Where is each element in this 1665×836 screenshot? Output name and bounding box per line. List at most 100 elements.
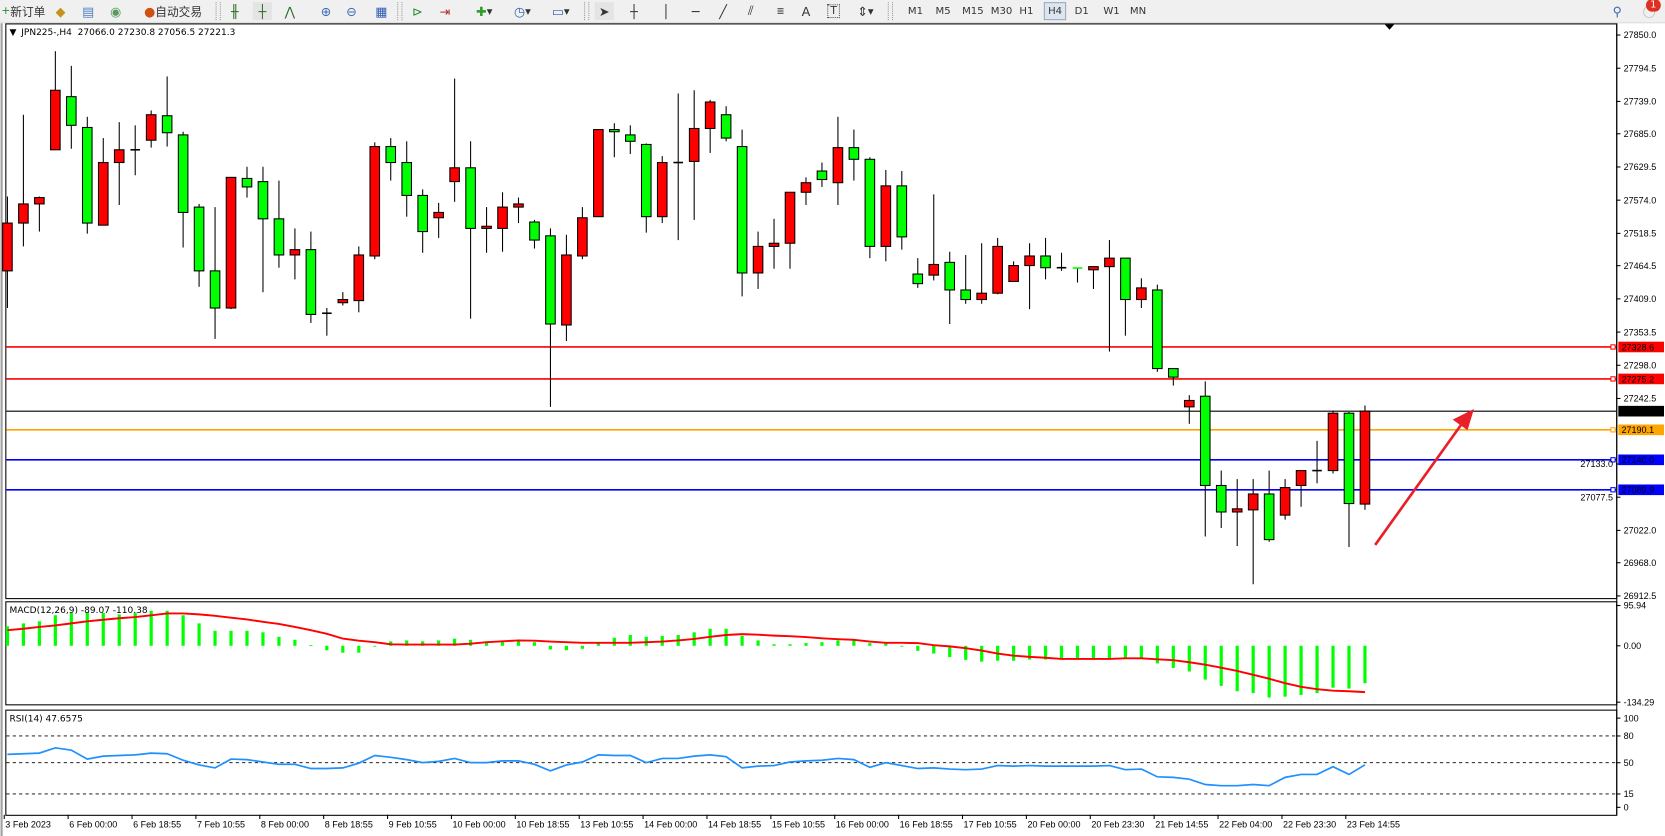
horizontal-line-tool[interactable]: ─ xyxy=(686,2,705,20)
auto-trading-button[interactable]: ● 自动交易 xyxy=(134,2,213,20)
notifications-button[interactable]: ◯ 1 xyxy=(1635,0,1663,20)
time-tick-label: 13 Feb 10:55 xyxy=(580,820,633,830)
search-button[interactable]: ⚲ xyxy=(1608,2,1627,20)
auto-scroll-button[interactable]: ⊳ xyxy=(408,2,427,20)
candle-bearish-body xyxy=(465,167,476,229)
vertical-line-tool[interactable]: │ xyxy=(656,2,675,20)
candle-bearish-body xyxy=(624,134,636,142)
arrow-head-icon xyxy=(1452,408,1474,431)
chart-shift-marker-icon[interactable] xyxy=(1384,24,1395,30)
price-level-handle xyxy=(1610,344,1616,350)
red-arrow-annotation[interactable] xyxy=(1374,408,1474,546)
candle xyxy=(257,166,269,293)
template-icon: ▭ xyxy=(551,3,564,19)
candle xyxy=(289,228,301,280)
candle-bearish-body xyxy=(1040,255,1051,269)
candle-bearish-body xyxy=(736,146,748,274)
macd-histogram-bar xyxy=(1091,645,1096,659)
rsi-label: RSI(14) 47.6575 xyxy=(10,714,83,724)
macd-histogram-bar xyxy=(1187,645,1191,672)
timeframe-d1[interactable]: D1 xyxy=(1074,5,1089,17)
price-tick-label: 27739.0 xyxy=(1624,97,1657,107)
text-label-tool[interactable]: T xyxy=(824,2,843,20)
candle-bullish-body xyxy=(353,254,365,302)
candle xyxy=(113,122,125,206)
equidistant-channel-tool[interactable]: ⫽ xyxy=(741,2,760,20)
macd-tick-label: 95.94 xyxy=(1624,601,1647,611)
candle-bearish-body xyxy=(1215,484,1227,513)
candle-bullish-body xyxy=(832,147,844,184)
text-tool[interactable]: A xyxy=(796,2,815,20)
timeframe-h1[interactable]: H1 xyxy=(1019,5,1034,17)
trendline-tool[interactable]: ╱ xyxy=(714,2,733,20)
crosshair-tool[interactable]: ┼ xyxy=(624,2,643,20)
candle-bullish-body xyxy=(481,225,492,229)
chart-shift-button[interactable]: ⇥ xyxy=(435,2,454,20)
zoom-out-button[interactable]: ⊖ xyxy=(342,2,361,20)
zoom-in-button[interactable]: ⊕ xyxy=(316,2,335,20)
candle xyxy=(322,308,332,336)
candle-bearish-body xyxy=(529,221,540,241)
price-tick-label: 27353.5 xyxy=(1624,327,1657,337)
candle xyxy=(704,99,716,153)
timeframe-m15[interactable]: M15 xyxy=(962,5,984,17)
macd-histogram-bar xyxy=(149,610,153,646)
tile-windows-button[interactable]: ▦ xyxy=(372,2,391,20)
candle xyxy=(1263,470,1275,542)
candle xyxy=(241,166,253,198)
candle-bullish-body xyxy=(992,245,1003,294)
candle xyxy=(561,234,572,341)
macd-histogram-bar xyxy=(884,643,888,646)
candle xyxy=(944,251,956,325)
candle-bullish-body xyxy=(1359,410,1371,505)
time-tick-label: 16 Feb 18:55 xyxy=(900,820,953,830)
candle xyxy=(97,138,109,226)
time-tick-label: 9 Feb 10:55 xyxy=(389,820,437,830)
macd-histogram-bar xyxy=(788,644,792,646)
market-watch-button[interactable]: ◆ xyxy=(51,2,70,20)
arrows-dropdown[interactable]: ⇕ ▼ xyxy=(850,2,882,20)
candle xyxy=(593,129,604,218)
search-icon: ⚲ xyxy=(1612,3,1622,19)
candle xyxy=(673,93,683,241)
candles xyxy=(2,51,1371,585)
rsi-line xyxy=(7,746,1366,787)
candle-bearish-body xyxy=(385,146,397,164)
indicators-dropdown[interactable]: ✚ ▼ xyxy=(469,2,499,20)
market-watch-icon: ◆ xyxy=(55,3,66,19)
price-level-label-box xyxy=(1618,405,1664,417)
timeframe-mn[interactable]: MN xyxy=(1129,5,1147,17)
price-level-label-box xyxy=(1618,484,1664,496)
time-tick-label: 8 Feb 18:55 xyxy=(325,820,373,830)
line-chart-icon: ⋀ xyxy=(284,3,296,19)
signals-button[interactable]: ◉ xyxy=(106,2,125,20)
cursor-tool[interactable]: ➤ xyxy=(594,2,614,21)
timeframe-m1[interactable]: M1 xyxy=(907,5,924,17)
timeframe-m30[interactable]: M30 xyxy=(990,5,1013,17)
timeframe-w1[interactable]: W1 xyxy=(1103,5,1120,17)
periods-dropdown[interactable]: ◷ ▼ xyxy=(508,2,538,20)
new-order-button[interactable]: + 新订单 xyxy=(0,2,47,20)
candle xyxy=(1199,381,1211,537)
candle xyxy=(481,207,492,253)
candle-bearish-body xyxy=(209,270,221,309)
bar-chart-button[interactable]: ╫ xyxy=(225,2,244,20)
time-tick-label: 6 Feb 18:55 xyxy=(133,820,181,830)
candle xyxy=(1279,479,1291,520)
candlestick-chart-button[interactable]: ┼ xyxy=(252,2,272,21)
symbol-dropdown-icon[interactable]: ▼ xyxy=(10,28,17,38)
macd-histogram-bar xyxy=(133,612,137,646)
time-tick-label: 6 Feb 00:00 xyxy=(69,820,117,830)
templates-dropdown[interactable]: ▭ ▼ xyxy=(545,2,577,20)
macd-histogram-bar xyxy=(309,645,313,647)
timeframe-m5[interactable]: M5 xyxy=(935,5,951,17)
candle xyxy=(976,243,987,304)
timeframe-h4[interactable]: H4 xyxy=(1043,2,1067,21)
toolbar: + 新订单 ◆ ▤ ◉ ● 自动交易 ╫ ┼ ⋀ ⊕ ⊖ ▦ ⊳ ⇥ ✚ ▼ ◷ ▼… xyxy=(0,0,1665,24)
navigator-button[interactable]: ▤ xyxy=(79,2,98,20)
crosshair-icon: ┼ xyxy=(630,3,638,19)
candle-bullish-body xyxy=(50,89,61,151)
line-chart-button[interactable]: ⋀ xyxy=(280,2,299,20)
fibonacci-tool[interactable]: ≣ xyxy=(771,2,790,20)
